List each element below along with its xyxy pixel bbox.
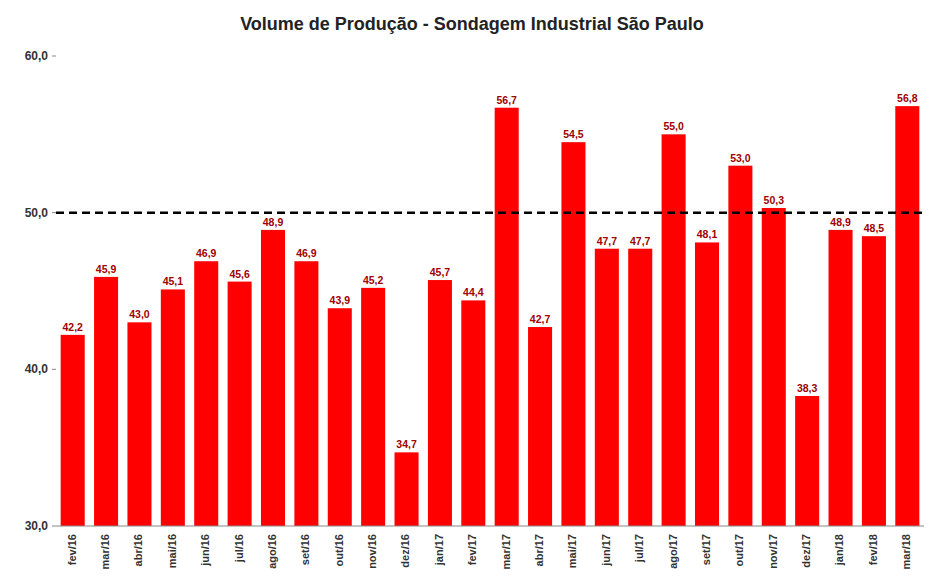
- tick-label: mai/16: [166, 534, 178, 568]
- tick-label: mar/18: [900, 534, 912, 569]
- tick-label: fev/17: [466, 534, 478, 565]
- data-label: 45,1: [163, 275, 184, 287]
- bar: [762, 208, 786, 526]
- tick-mark: [52, 212, 56, 213]
- tick-mark: [52, 369, 56, 370]
- bar: [294, 261, 318, 526]
- bar: [127, 322, 151, 526]
- tick-label: jul/17: [633, 534, 645, 563]
- tick-label: nov/17: [767, 534, 779, 569]
- data-label: 48,9: [263, 216, 284, 228]
- tick-label: jan/17: [433, 534, 445, 566]
- data-label: 38,3: [797, 382, 818, 394]
- tick-label: abr/17: [533, 534, 545, 566]
- bar: [895, 106, 919, 526]
- x-axis-line: [56, 526, 924, 527]
- bar: [495, 108, 519, 526]
- data-label: 56,7: [496, 94, 517, 106]
- data-label: 50,3: [764, 194, 785, 206]
- tick-label: nov/16: [366, 534, 378, 569]
- data-label: 48,5: [864, 222, 885, 234]
- data-label: 47,7: [597, 235, 618, 247]
- bar: [662, 134, 686, 526]
- bar: [461, 300, 485, 526]
- bar: [395, 452, 419, 526]
- chart: Volume de Produção - Sondagem Industrial…: [0, 0, 944, 588]
- reference-line: [56, 211, 924, 214]
- bar: [361, 288, 385, 526]
- bar: [829, 230, 853, 526]
- data-label: 43,0: [129, 308, 150, 320]
- bar: [795, 396, 819, 526]
- tick-label: 50,0: [25, 206, 49, 220]
- data-label: 45,2: [363, 274, 384, 286]
- bar: [862, 236, 886, 526]
- data-label: 45,6: [229, 268, 250, 280]
- bar: [695, 242, 719, 526]
- data-label: 44,4: [463, 286, 484, 298]
- data-label: 54,5: [563, 128, 584, 140]
- tick-label: fev/16: [66, 534, 78, 565]
- bar: [428, 280, 452, 526]
- data-label: 53,0: [730, 152, 751, 164]
- data-labels: 42,2 45,9 43,0 45,1 46,9 45,6 48,9 46,9 43,9 45,2…: [62, 92, 917, 450]
- bar: [561, 142, 585, 526]
- data-label: 48,9: [830, 216, 851, 228]
- title: Volume de Produção - Sondagem Industrial…: [240, 14, 704, 34]
- tick-label: ago/16: [266, 534, 278, 569]
- tick-label: 40,0: [25, 362, 49, 376]
- bar: [194, 261, 218, 526]
- tick-label: set/17: [700, 534, 712, 565]
- tick-label: jan/18: [833, 534, 845, 566]
- bar: [94, 277, 118, 526]
- bar: [261, 230, 285, 526]
- data-label: 46,9: [296, 247, 317, 259]
- bar: [228, 282, 252, 526]
- tick-mark: [52, 56, 56, 57]
- tick-label: dez/17: [800, 534, 812, 568]
- tick-label: jun/17: [600, 534, 612, 567]
- data-label: 42,2: [62, 321, 83, 333]
- plot-area: [56, 106, 924, 526]
- data-label: 43,9: [330, 294, 351, 306]
- x-axis: fev/16 mar/16 abr/16 mai/16 jun/16 jul/16 ago/…: [66, 534, 913, 569]
- data-label: 45,9: [96, 263, 117, 275]
- bar: [328, 308, 352, 526]
- tick-label: mar/17: [500, 534, 512, 569]
- data-label: 47,7: [630, 235, 651, 247]
- data-label: 34,7: [396, 438, 417, 450]
- tick-label: abr/16: [132, 534, 144, 566]
- data-label: 55,0: [663, 120, 684, 132]
- bar: [161, 289, 185, 526]
- data-label: 45,7: [430, 266, 451, 278]
- tick-label: out/17: [733, 534, 745, 566]
- data-label: 46,9: [196, 247, 217, 259]
- tick-label: 30,0: [25, 519, 49, 533]
- bar: [528, 327, 552, 526]
- y-axis: 30,0 40,0 50,0 60,0: [25, 49, 56, 533]
- tick-label: mai/17: [566, 534, 578, 568]
- tick-label: dez/16: [399, 534, 411, 568]
- tick-label: set/16: [299, 534, 311, 565]
- data-label: 56,8: [897, 92, 918, 104]
- tick-label: mar/16: [99, 534, 111, 569]
- bar: [728, 166, 752, 526]
- tick-label: out/16: [333, 534, 345, 566]
- tick-label: ago/17: [667, 534, 679, 569]
- tick-label: jul/16: [233, 534, 245, 563]
- bar: [61, 335, 85, 526]
- tick-label: jun/16: [199, 534, 211, 567]
- tick-label: 60,0: [25, 49, 49, 63]
- tick-mark: [52, 526, 56, 527]
- data-label: 42,7: [530, 313, 551, 325]
- bar: [595, 249, 619, 526]
- tick-label: fev/18: [867, 534, 879, 565]
- data-label: 48,1: [697, 228, 718, 240]
- bar: [628, 249, 652, 526]
